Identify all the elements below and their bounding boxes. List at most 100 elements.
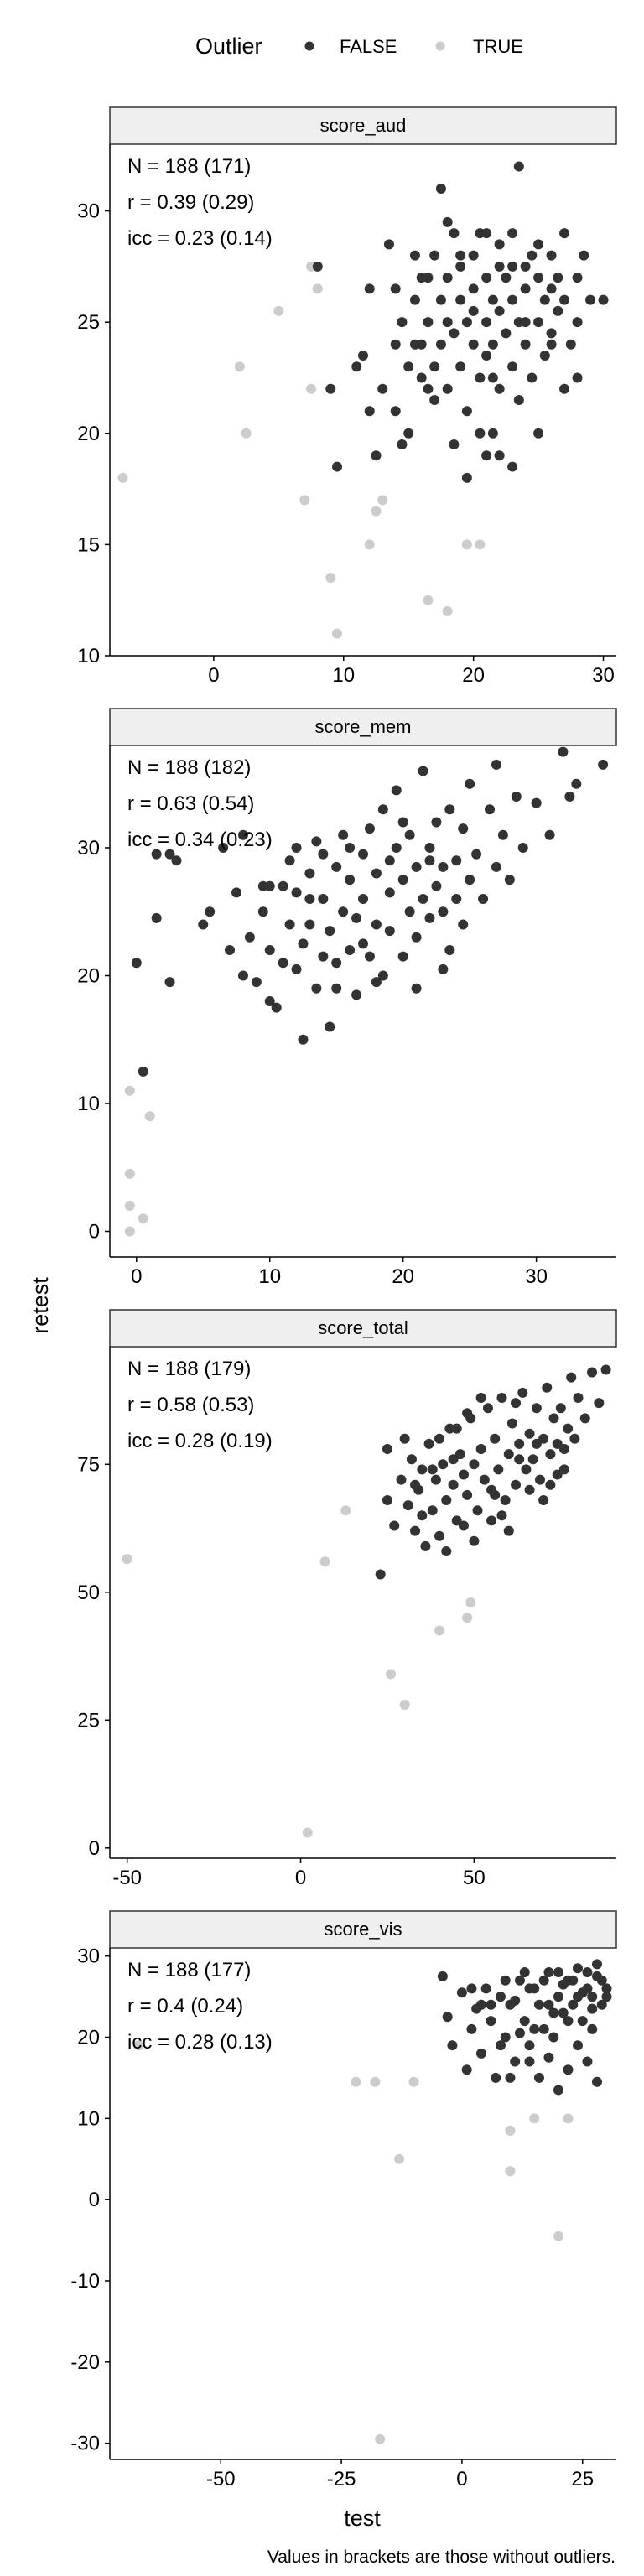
data-point-inlier bbox=[544, 829, 555, 840]
data-point-inlier bbox=[559, 294, 570, 305]
data-point-inlier bbox=[364, 283, 375, 294]
data-point-inlier bbox=[424, 855, 435, 866]
data-point-inlier bbox=[514, 1438, 525, 1449]
x-tick-label: -50 bbox=[112, 1867, 142, 1889]
data-point-inlier bbox=[533, 2072, 544, 2083]
data-point-outlier bbox=[312, 283, 323, 294]
data-point-inlier bbox=[406, 1454, 417, 1465]
x-tick-label: 0 bbox=[208, 664, 219, 687]
data-point-inlier bbox=[553, 1992, 564, 2002]
data-point-inlier bbox=[423, 317, 434, 328]
data-point-inlier bbox=[278, 958, 288, 969]
data-point-inlier bbox=[468, 339, 479, 350]
legend-key-true bbox=[435, 41, 445, 51]
data-point-inlier bbox=[475, 1444, 486, 1454]
data-point-inlier bbox=[565, 339, 576, 350]
data-point-inlier bbox=[423, 273, 434, 283]
data-point-outlier bbox=[442, 605, 453, 616]
data-point-inlier bbox=[455, 250, 466, 261]
data-point-inlier bbox=[151, 912, 162, 923]
data-point-outlier bbox=[325, 573, 336, 584]
data-point-inlier bbox=[546, 328, 557, 339]
data-point-inlier bbox=[553, 1967, 564, 1978]
data-point-outlier bbox=[505, 2166, 516, 2177]
data-point-inlier bbox=[441, 1495, 452, 1505]
data-point-outlier bbox=[394, 2153, 405, 2164]
data-point-inlier bbox=[444, 1423, 455, 1434]
y-tick-label: 10 bbox=[77, 645, 100, 667]
data-point-inlier bbox=[553, 273, 564, 283]
data-point-inlier bbox=[468, 305, 479, 316]
data-point-inlier bbox=[451, 1515, 462, 1526]
data-point-inlier bbox=[312, 261, 323, 272]
data-point-inlier bbox=[572, 273, 583, 283]
data-point-inlier bbox=[559, 228, 570, 239]
data-point-outlier bbox=[553, 2231, 564, 2241]
x-tick-label: -25 bbox=[327, 2468, 356, 2490]
data-point-inlier bbox=[284, 919, 295, 930]
data-point-inlier bbox=[486, 1515, 497, 1526]
data-point-inlier bbox=[600, 1364, 611, 1375]
data-point-inlier bbox=[364, 823, 375, 834]
facet-strip bbox=[109, 1910, 617, 1949]
data-point-inlier bbox=[225, 945, 236, 955]
data-point-inlier bbox=[449, 228, 460, 239]
x-tick-label: 20 bbox=[392, 1265, 414, 1288]
data-point-inlier bbox=[538, 1495, 549, 1505]
y-tick-label: 10 bbox=[77, 2107, 100, 2130]
data-point-outlier bbox=[462, 1613, 473, 1623]
data-point-inlier bbox=[538, 1433, 549, 1444]
data-point-inlier bbox=[491, 759, 501, 770]
data-point-inlier bbox=[572, 2040, 583, 2051]
data-point-inlier bbox=[514, 1454, 525, 1465]
legend-key-false bbox=[304, 41, 314, 51]
data-point-inlier bbox=[382, 1444, 392, 1454]
data-point-inlier bbox=[564, 792, 575, 802]
data-point-inlier bbox=[533, 1999, 544, 2010]
data-point-inlier bbox=[487, 339, 498, 350]
data-point-inlier bbox=[441, 1546, 452, 1556]
data-point-inlier bbox=[403, 361, 414, 372]
data-point-inlier bbox=[351, 361, 362, 372]
data-point-inlier bbox=[465, 875, 475, 886]
data-point-inlier bbox=[458, 919, 469, 930]
data-point-inlier bbox=[435, 184, 446, 195]
data-point-outlier bbox=[124, 1201, 135, 1211]
data-point-outlier bbox=[332, 628, 343, 639]
facet-strip-label: score_mem bbox=[315, 716, 412, 737]
data-point-inlier bbox=[237, 970, 248, 981]
data-point-inlier bbox=[514, 1975, 525, 1986]
data-point-inlier bbox=[331, 861, 342, 872]
data-point-inlier bbox=[237, 829, 248, 840]
data-point-inlier bbox=[404, 906, 415, 917]
data-point-outlier bbox=[241, 428, 252, 439]
data-point-inlier bbox=[291, 963, 302, 974]
data-point-inlier bbox=[444, 945, 455, 955]
data-point-inlier bbox=[371, 450, 382, 461]
data-point-inlier bbox=[494, 261, 505, 272]
data-point-inlier bbox=[482, 1403, 493, 1414]
data-point-inlier bbox=[442, 2012, 453, 2023]
data-point-inlier bbox=[171, 855, 182, 866]
data-point-inlier bbox=[546, 250, 557, 261]
data-point-inlier bbox=[533, 317, 544, 328]
x-tick-label: 25 bbox=[571, 2468, 594, 2490]
data-point-inlier bbox=[538, 2023, 549, 2034]
data-point-outlier bbox=[505, 2125, 516, 2136]
data-point-inlier bbox=[471, 849, 482, 860]
data-point-inlier bbox=[318, 951, 329, 962]
data-point-inlier bbox=[521, 1464, 532, 1475]
data-point-inlier bbox=[481, 350, 492, 361]
data-point-inlier bbox=[462, 1408, 473, 1419]
data-point-inlier bbox=[591, 1959, 602, 1970]
data-point-inlier bbox=[271, 1002, 282, 1013]
data-point-inlier bbox=[358, 938, 368, 949]
data-point-inlier bbox=[384, 926, 395, 937]
data-point-inlier bbox=[505, 2072, 516, 2083]
data-point-outlier bbox=[351, 2076, 361, 2087]
data-point-inlier bbox=[531, 1438, 542, 1449]
x-tick-label: 0 bbox=[456, 2468, 467, 2490]
data-point-inlier bbox=[596, 1975, 607, 1986]
data-point-inlier bbox=[417, 1510, 428, 1521]
data-point-inlier bbox=[511, 1479, 522, 1490]
